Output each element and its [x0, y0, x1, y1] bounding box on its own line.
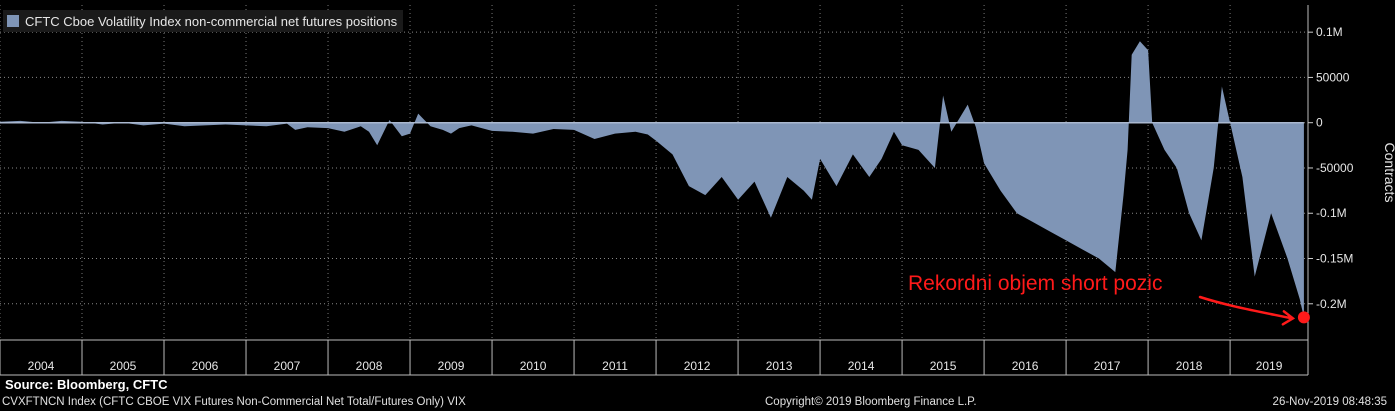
x-tick-label: 2012 — [684, 359, 711, 373]
y-tick-label: 0 — [1316, 116, 1323, 130]
x-tick-label: 2019 — [1256, 359, 1283, 373]
footer-ticker: CVXFTNCN Index (CFTC CBOE VIX Futures No… — [2, 396, 466, 408]
y-tick-label: -50000 — [1316, 161, 1354, 175]
x-tick-label: 2014 — [848, 359, 875, 373]
x-tick-label: 2015 — [930, 359, 957, 373]
x-tick-label: 2007 — [274, 359, 301, 373]
x-tick-label: 2017 — [1094, 359, 1121, 373]
y-tick-label: -0.1M — [1316, 206, 1347, 220]
legend-label: CFTC Cboe Volatility Index non-commercia… — [25, 13, 398, 29]
y-tick-label: 0.1M — [1316, 25, 1343, 39]
x-tick-label: 2005 — [110, 359, 137, 373]
footer-timestamp: 26-Nov-2019 08:48:35 — [1272, 396, 1387, 408]
y-tick-label: 50000 — [1316, 70, 1350, 84]
x-tick-label: 2016 — [1012, 359, 1039, 373]
x-tick-label: 2010 — [520, 359, 547, 373]
y-tick-label: -0.15M — [1316, 252, 1353, 266]
annotation-arrow — [1198, 295, 1296, 326]
annotation-text: Rekordni objem short pozic — [908, 272, 1162, 295]
footer-source: Source: Bloomberg, CFTC — [5, 377, 168, 392]
x-tick-label: 2008 — [356, 359, 383, 373]
x-tick-label: 2006 — [192, 359, 219, 373]
x-tick-label: 2011 — [602, 359, 628, 373]
x-axis: 2004 2005 2006 2007 2008 2009 2010 2011 2012 2013… — [0, 339, 1309, 376]
x-tick-label: 2009 — [438, 359, 465, 373]
y-tick-label: -0.2M — [1316, 297, 1347, 311]
x-tick-label: 2013 — [766, 359, 793, 373]
y-axis-ticks: 0.1M 50000 0 -50000 -0.1M -0.15M -0.2M — [1308, 25, 1354, 311]
footer-copyright: Copyright© 2019 Bloomberg Finance L.P. — [765, 396, 977, 408]
series-area — [0, 41, 1304, 318]
x-tick-label: 2018 — [1176, 359, 1203, 373]
x-tick-label: 2004 — [28, 359, 55, 373]
legend: CFTC Cboe Volatility Index non-commercia… — [3, 10, 404, 32]
legend-swatch — [7, 15, 19, 27]
y-axis-title: Contracts — [1382, 143, 1395, 203]
record-low-marker — [1297, 311, 1310, 324]
